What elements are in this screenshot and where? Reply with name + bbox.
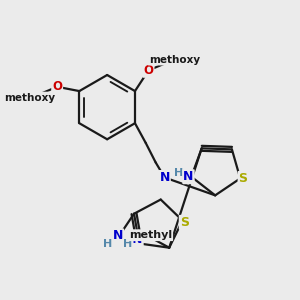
Text: N: N [132,233,143,246]
Text: methoxy: methoxy [4,92,55,103]
Text: N: N [113,230,123,242]
Text: S: S [238,172,247,185]
Text: O: O [52,80,62,93]
Text: H: H [174,168,183,178]
Text: N: N [159,171,170,184]
Text: O: O [144,64,154,77]
Text: N: N [183,170,194,183]
Text: methoxy: methoxy [149,55,200,64]
Text: methyl: methyl [129,230,172,240]
Text: H: H [123,239,133,249]
Text: H: H [103,239,112,249]
Text: S: S [180,216,189,229]
